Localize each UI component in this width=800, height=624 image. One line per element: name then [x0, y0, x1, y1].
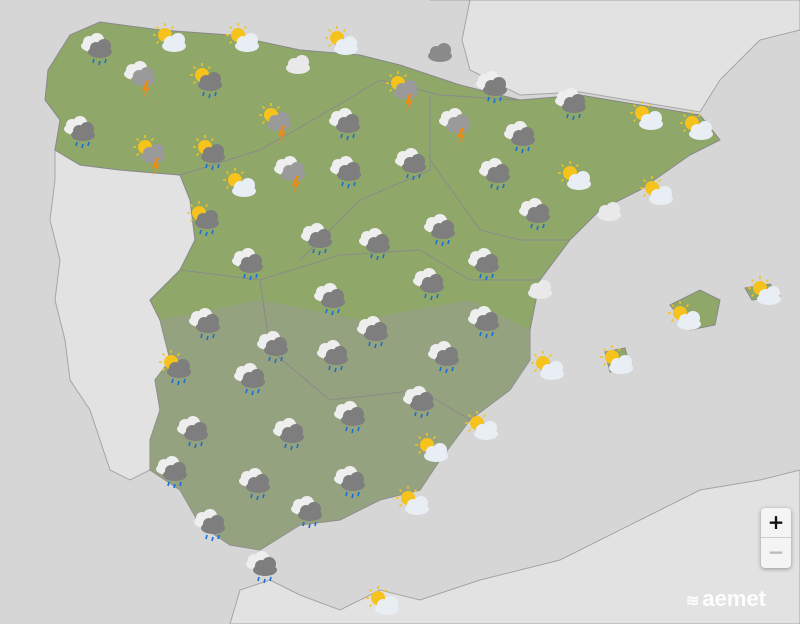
- weather-icon-cloud[interactable]: [597, 202, 621, 221]
- weather-icon-storm[interactable]: [274, 156, 305, 194]
- weather-icon-sun-cloud[interactable]: [680, 111, 713, 140]
- weather-icon-sun-cloud[interactable]: [558, 161, 591, 190]
- weather-icon-sun-cloud[interactable]: [415, 433, 448, 462]
- africa-land: [229, 469, 800, 624]
- weather-icon-rain[interactable]: [519, 198, 550, 231]
- weather-icon-rain[interactable]: [413, 268, 444, 301]
- aemet-logo-icon: ≋: [686, 593, 700, 610]
- region-borders: [179, 79, 570, 421]
- weather-icon-rain[interactable]: [330, 156, 361, 189]
- weather-icon-rain[interactable]: [273, 418, 304, 451]
- weather-icon-rain[interactable]: [246, 551, 277, 584]
- weather-icon-storm[interactable]: [439, 108, 470, 146]
- weather-icon-sun-rain[interactable]: [159, 350, 191, 386]
- weather-icon-sun-storm[interactable]: [133, 135, 165, 176]
- weather-icon-sun-cloud[interactable]: [465, 411, 498, 440]
- weather-icon-rain[interactable]: [395, 148, 426, 181]
- zoom-control: + −: [761, 508, 791, 568]
- weather-icon-sun-cloud[interactable]: [366, 586, 399, 615]
- weather-icon-sun-cloud[interactable]: [325, 26, 358, 55]
- weather-icon-rain[interactable]: [291, 496, 322, 529]
- weather-icon-rain[interactable]: [234, 363, 265, 396]
- weather-icon-storm[interactable]: [124, 61, 155, 99]
- weather-icon-rain[interactable]: [329, 108, 360, 141]
- weather-icon-rain[interactable]: [301, 223, 332, 256]
- weather-icon-sun-rain[interactable]: [190, 63, 222, 99]
- weather-icon-rain[interactable]: [81, 33, 112, 66]
- weather-icon-rain[interactable]: [194, 509, 225, 542]
- weather-icon-rain[interactable]: [428, 341, 459, 374]
- weather-icon-rain[interactable]: [424, 214, 455, 247]
- zoom-in-button[interactable]: +: [761, 508, 791, 538]
- weather-icon-rain[interactable]: [468, 306, 499, 339]
- weather-icon-sun-rain[interactable]: [187, 201, 219, 237]
- weather-icon-rain[interactable]: [177, 416, 208, 449]
- weather-icon-rain[interactable]: [479, 158, 510, 191]
- weather-icon-sun-cloud[interactable]: [223, 168, 256, 197]
- south-spain-shading: [150, 300, 530, 550]
- zoom-out-button[interactable]: −: [767, 540, 785, 564]
- france-land: [430, 0, 800, 113]
- weather-icon-sun-storm[interactable]: [386, 71, 418, 112]
- weather-icon-rain[interactable]: [189, 308, 220, 341]
- weather-icon-sun-cloud[interactable]: [600, 345, 633, 374]
- weather-icon-sun-cloud[interactable]: [226, 23, 259, 52]
- weather-icon-sun-rain[interactable]: [193, 135, 225, 171]
- weather-icon-rain[interactable]: [403, 386, 434, 419]
- weather-icon-sun-cloud[interactable]: [668, 301, 701, 330]
- weather-icon-sun-cloud[interactable]: [396, 486, 429, 515]
- weather-icon-rain[interactable]: [257, 331, 288, 364]
- weather-icon-rain[interactable]: [314, 283, 345, 316]
- weather-icon-rain[interactable]: [555, 88, 586, 121]
- weather-icon-rain[interactable]: [317, 340, 348, 373]
- weather-icon-sun-cloud[interactable]: [531, 351, 564, 380]
- weather-icon-rain[interactable]: [357, 316, 388, 349]
- aemet-logo: ≋ aemet: [686, 586, 766, 612]
- weather-icon-rain[interactable]: [334, 466, 365, 499]
- weather-icon-sun-cloud[interactable]: [748, 276, 781, 305]
- weather-icon-rain[interactable]: [468, 248, 499, 281]
- weather-icon-rain[interactable]: [504, 121, 535, 154]
- weather-icon-sun-storm[interactable]: [259, 103, 291, 144]
- weather-icon-rain[interactable]: [334, 401, 365, 434]
- weather-icon-cloud[interactable]: [286, 55, 310, 74]
- weather-icon-sun-cloud[interactable]: [630, 101, 663, 130]
- logo-text: aemet: [702, 586, 766, 611]
- weather-icon-sun-cloud[interactable]: [153, 23, 186, 52]
- weather-icon-sun-cloud[interactable]: [640, 176, 673, 205]
- weather-icon-cloud[interactable]: [528, 280, 552, 299]
- weather-icon-rain[interactable]: [476, 71, 507, 104]
- weather-icon-rain[interactable]: [239, 468, 270, 501]
- weather-icon-rain[interactable]: [64, 116, 95, 149]
- weather-icon-cloud-dark[interactable]: [428, 43, 452, 62]
- weather-icon-rain[interactable]: [156, 456, 187, 489]
- weather-icon-rain[interactable]: [232, 248, 263, 281]
- weather-icon-rain[interactable]: [359, 228, 390, 261]
